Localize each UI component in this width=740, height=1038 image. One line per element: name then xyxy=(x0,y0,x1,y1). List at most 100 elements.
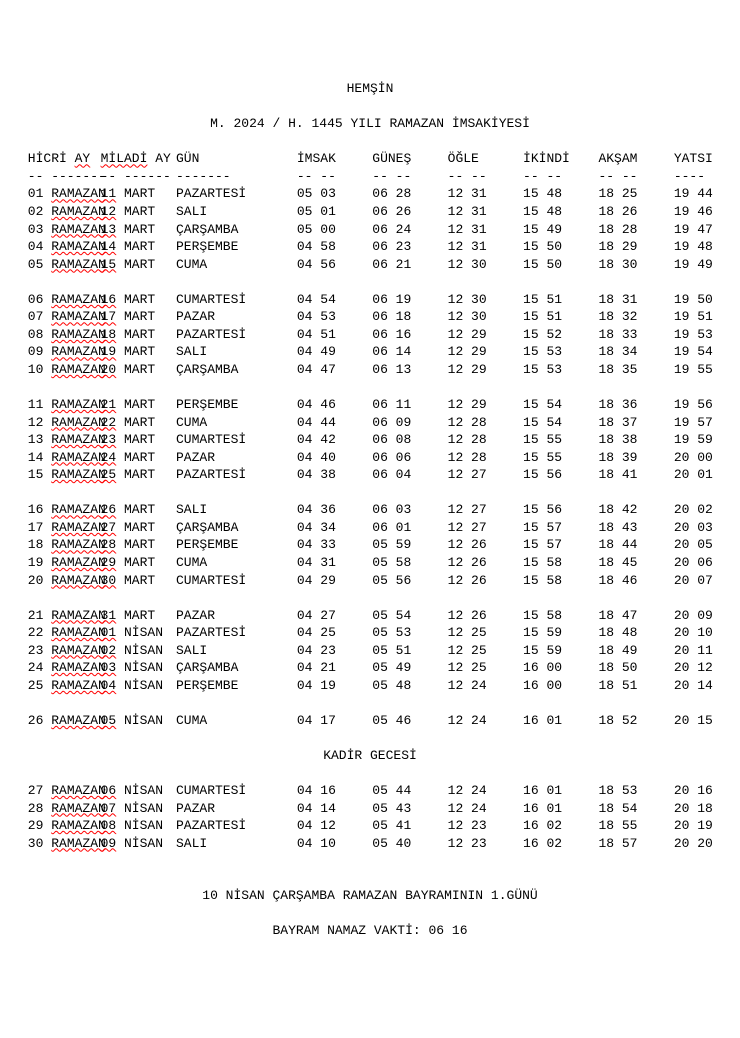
time-yatsi: 20 06 xyxy=(674,554,740,572)
time-imsak: 05 01 xyxy=(297,203,372,221)
hijri-month: RAMAZAN xyxy=(51,222,106,237)
hijri-month: RAMAZAN xyxy=(51,415,106,430)
time-yatsi: 19 46 xyxy=(674,203,740,221)
table-row: 27 RAMAZAN06 NİSANCUMARTESİ04 1605 4412 … xyxy=(20,782,720,800)
time-aksam: 18 26 xyxy=(598,203,673,221)
time-gunes: 06 09 xyxy=(372,414,447,432)
hicri-cell: 24 RAMAZAN xyxy=(20,659,101,677)
time-ikindi: 15 58 xyxy=(523,572,598,590)
time-yatsi: 20 07 xyxy=(674,572,740,590)
miladi-cell: 25 MART xyxy=(101,466,176,484)
miladi-cell: 28 MART xyxy=(101,536,176,554)
dash: -- -- xyxy=(523,168,598,186)
hijri-month: RAMAZAN xyxy=(51,520,106,535)
time-gunes: 05 58 xyxy=(372,554,447,572)
time-aksam: 18 28 xyxy=(598,221,673,239)
year-line: M. 2024 / H. 1445 YILI RAMAZAN İMSAKİYES… xyxy=(20,115,720,133)
time-aksam: 18 32 xyxy=(598,308,673,326)
time-gunes: 05 46 xyxy=(372,712,447,730)
table-row: 11 RAMAZAN21 MARTPERŞEMBE04 4606 1112 29… xyxy=(20,396,720,414)
miladi-day: 07 xyxy=(101,801,117,816)
hijri-month: RAMAZAN xyxy=(51,643,106,658)
time-ikindi: 16 00 xyxy=(523,659,598,677)
time-imsak: 04 44 xyxy=(297,414,372,432)
time-gunes: 06 28 xyxy=(372,185,447,203)
miladi-cell: 31 MART xyxy=(101,607,176,625)
table-row: 07 RAMAZAN17 MARTPAZAR04 5306 1812 3015 … xyxy=(20,308,720,326)
time-yatsi: 20 19 xyxy=(674,817,740,835)
dash: -- ------- xyxy=(20,168,101,186)
time-ogle: 12 28 xyxy=(448,431,523,449)
table-row: 14 RAMAZAN24 MARTPAZAR04 4006 0612 2815 … xyxy=(20,449,720,467)
time-aksam: 18 42 xyxy=(598,501,673,519)
day-name: SALI xyxy=(176,642,297,660)
time-ogle: 12 31 xyxy=(448,238,523,256)
time-ogle: 12 23 xyxy=(448,835,523,853)
table-row: 02 RAMAZAN12 MARTSALI05 0106 2612 3115 4… xyxy=(20,203,720,221)
time-gunes: 05 40 xyxy=(372,835,447,853)
time-ikindi: 15 51 xyxy=(523,291,598,309)
hijri-month: RAMAZAN xyxy=(51,467,106,482)
hicri-cell: 20 RAMAZAN xyxy=(20,572,101,590)
day-name: PAZARTESİ xyxy=(176,624,297,642)
time-gunes: 06 01 xyxy=(372,519,447,537)
header-ogle: ÖĞLE xyxy=(448,150,523,168)
time-aksam: 18 38 xyxy=(598,431,673,449)
miladi-day: 04 xyxy=(101,678,117,693)
time-aksam: 18 29 xyxy=(598,238,673,256)
time-imsak: 05 03 xyxy=(297,185,372,203)
day-name: PAZARTESİ xyxy=(176,185,297,203)
time-ogle: 12 31 xyxy=(448,203,523,221)
hijri-month: RAMAZAN xyxy=(51,555,106,570)
table-row: 19 RAMAZAN29 MARTCUMA04 3105 5812 2615 5… xyxy=(20,554,720,572)
miladi-day: 31 xyxy=(101,608,117,623)
time-gunes: 05 51 xyxy=(372,642,447,660)
miladi-day: 20 xyxy=(101,362,117,377)
time-imsak: 04 19 xyxy=(297,677,372,695)
table-row: 08 RAMAZAN18 MARTPAZARTESİ04 5106 1612 2… xyxy=(20,326,720,344)
time-gunes: 06 18 xyxy=(372,308,447,326)
time-aksam: 18 36 xyxy=(598,396,673,414)
miladi-cell: 30 MART xyxy=(101,572,176,590)
miladi-cell: 01 NİSAN xyxy=(101,624,176,642)
hicri-cell: 11 RAMAZAN xyxy=(20,396,101,414)
miladi-cell: 26 MART xyxy=(101,501,176,519)
time-ikindi: 16 01 xyxy=(523,800,598,818)
hicri-cell: 10 RAMAZAN xyxy=(20,361,101,379)
miladi-day: 26 xyxy=(101,502,117,517)
time-imsak: 04 31 xyxy=(297,554,372,572)
time-yatsi: 20 01 xyxy=(674,466,740,484)
blank xyxy=(20,765,720,783)
time-aksam: 18 45 xyxy=(598,554,673,572)
hijri-month: RAMAZAN xyxy=(51,327,106,342)
blank xyxy=(20,378,720,396)
header-miladi-word: MİLADİ xyxy=(101,151,148,166)
time-gunes: 06 03 xyxy=(372,501,447,519)
table-row: 18 RAMAZAN28 MARTPERŞEMBE04 3305 5912 26… xyxy=(20,536,720,554)
day-name: PAZARTESİ xyxy=(176,326,297,344)
hijri-month: RAMAZAN xyxy=(51,344,106,359)
hijri-month: RAMAZAN xyxy=(51,257,106,272)
bayram-line: 10 NİSAN ÇARŞAMBA RAMAZAN BAYRAMININ 1.G… xyxy=(20,887,720,905)
time-imsak: 04 23 xyxy=(297,642,372,660)
time-gunes: 06 24 xyxy=(372,221,447,239)
hijri-month: RAMAZAN xyxy=(51,537,106,552)
time-imsak: 04 56 xyxy=(297,256,372,274)
time-imsak: 04 42 xyxy=(297,431,372,449)
day-name: PAZAR xyxy=(176,449,297,467)
time-ogle: 12 25 xyxy=(448,659,523,677)
time-imsak: 04 21 xyxy=(297,659,372,677)
time-yatsi: 20 12 xyxy=(674,659,740,677)
time-ogle: 12 30 xyxy=(448,291,523,309)
miladi-cell: 08 NİSAN xyxy=(101,817,176,835)
time-ogle: 12 26 xyxy=(448,607,523,625)
miladi-cell: 21 MART xyxy=(101,396,176,414)
time-ikindi: 15 53 xyxy=(523,361,598,379)
hicri-cell: 02 RAMAZAN xyxy=(20,203,101,221)
time-ikindi: 16 02 xyxy=(523,835,598,853)
time-imsak: 04 27 xyxy=(297,607,372,625)
table-row: 28 RAMAZAN07 NİSANPAZAR04 1405 4312 2416… xyxy=(20,800,720,818)
time-ogle: 12 27 xyxy=(448,519,523,537)
hicri-cell: 28 RAMAZAN xyxy=(20,800,101,818)
time-aksam: 18 57 xyxy=(598,835,673,853)
